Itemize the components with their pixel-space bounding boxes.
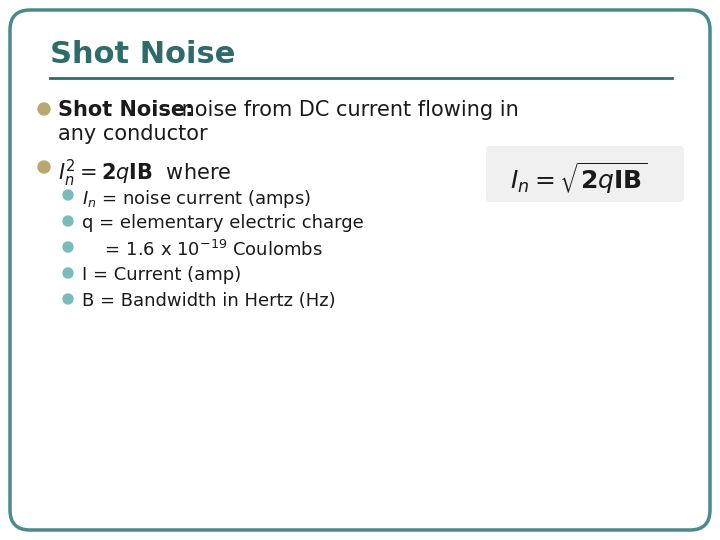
Circle shape: [63, 294, 73, 304]
Text: I = Current (amp): I = Current (amp): [82, 266, 241, 284]
FancyBboxPatch shape: [10, 10, 710, 530]
Text: any conductor: any conductor: [58, 124, 207, 144]
Circle shape: [63, 190, 73, 200]
Circle shape: [63, 242, 73, 252]
Circle shape: [38, 103, 50, 115]
Text: q = elementary electric charge: q = elementary electric charge: [82, 214, 364, 232]
Text: Shot Noise: Shot Noise: [50, 40, 235, 69]
Circle shape: [63, 268, 73, 278]
FancyBboxPatch shape: [486, 146, 684, 202]
Text: $I_n$ = noise current (amps): $I_n$ = noise current (amps): [82, 188, 311, 210]
Text: noise from DC current flowing in: noise from DC current flowing in: [175, 100, 518, 120]
Text: = 1.6 x 10$^{-19}$ Coulombs: = 1.6 x 10$^{-19}$ Coulombs: [82, 240, 323, 260]
Circle shape: [63, 216, 73, 226]
Text: B = Bandwidth in Hertz (Hz): B = Bandwidth in Hertz (Hz): [82, 292, 336, 310]
Text: $I_n^2 = \mathbf{2}q\mathbf{IB}$  where: $I_n^2 = \mathbf{2}q\mathbf{IB}$ where: [58, 158, 231, 189]
Text: Shot Noise:: Shot Noise:: [58, 100, 194, 120]
Text: $I_n = \sqrt{\mathbf{2}q\mathbf{IB}}$: $I_n = \sqrt{\mathbf{2}q\mathbf{IB}}$: [510, 160, 647, 195]
Circle shape: [38, 161, 50, 173]
